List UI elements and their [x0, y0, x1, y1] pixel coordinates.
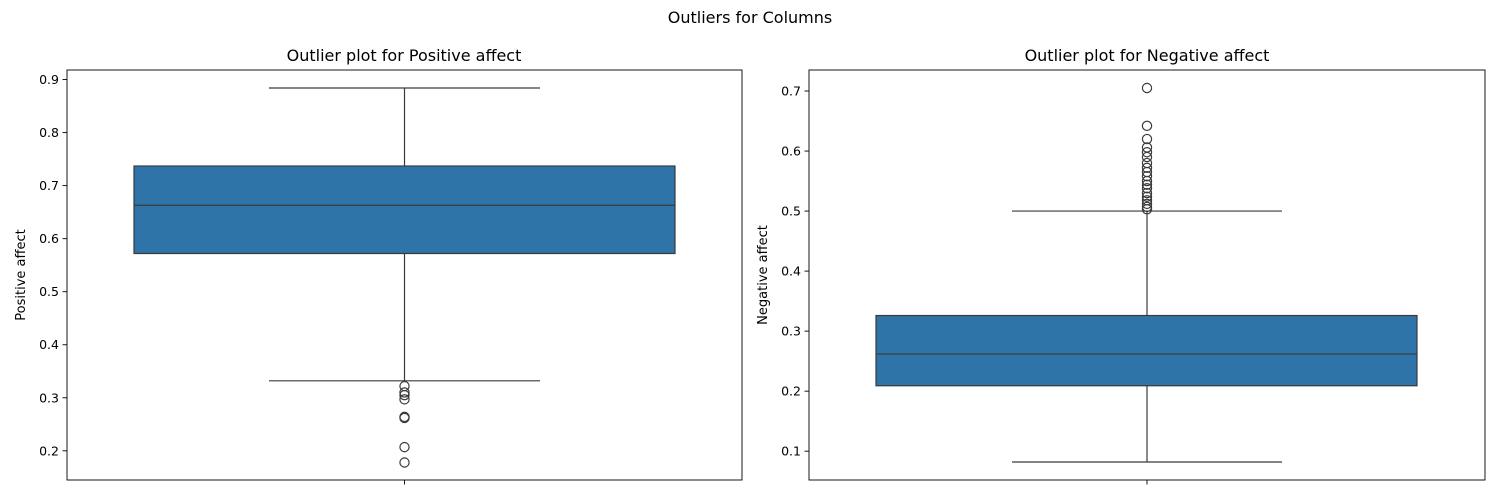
- negative-affect-y-tick-label: 0.4: [781, 264, 801, 279]
- positive-affect-outlier-point: [399, 394, 410, 405]
- negative-affect-outlier-point: [1141, 82, 1153, 94]
- positive-affect-y-axis-label: Positive affect: [14, 229, 29, 320]
- negative-affect-outlier-point: [1141, 147, 1153, 158]
- negative-affect-outlier-point: [1141, 179, 1153, 190]
- negative-affect-y-axis-label: Negative affect: [756, 225, 771, 325]
- negative-affect-y-tick-label: 0.2: [781, 384, 801, 399]
- negative-affect-y-tick-label: 0.6: [781, 144, 801, 159]
- positive-affect-outlier-point: [399, 457, 410, 468]
- positive-affect-y-tick-label: 0.3: [39, 390, 59, 405]
- positive-affect-y-tick-label: 0.9: [39, 72, 59, 87]
- positive-affect-y-tick-label: 0.6: [39, 231, 59, 246]
- negative-affect-outlier-point: [1141, 133, 1153, 145]
- negative-affect-y-tick-label: 0.3: [781, 324, 801, 339]
- negative-affect-outlier-point: [1141, 171, 1153, 182]
- positive-affect-box: [133, 165, 676, 255]
- positive-affect-plot-frame: [66, 69, 743, 481]
- negative-affect-outlier-point: [1141, 120, 1153, 132]
- negative-affect-y-tick-label: 0.5: [781, 204, 801, 219]
- negative-affect-outlier-point: [1141, 198, 1153, 210]
- positive-affect-outlier-point: [399, 441, 410, 453]
- negative-affect-box: [875, 314, 1418, 387]
- negative-affect-panel: Outlier plot for Negative affect Negativ…: [756, 46, 1486, 485]
- positive-affect-panel: Outlier plot for Positive affect Positiv…: [14, 46, 743, 485]
- positive-affect-y-tick-label: 0.8: [39, 125, 59, 140]
- positive-affect-y-tick-label: 0.2: [39, 443, 59, 458]
- negative-affect-outlier-point: [1141, 191, 1153, 202]
- negative-affect-y-tick-label: 0.7: [781, 84, 801, 99]
- positive-affect-title: Outlier plot for Positive affect: [287, 46, 522, 65]
- positive-affect-y-tick-label: 0.5: [39, 284, 59, 299]
- positive-affect-y-tick-label: 0.4: [39, 337, 59, 352]
- positive-affect-outlier-point: [399, 387, 410, 398]
- negative-affect-title: Outlier plot for Negative affect: [1025, 46, 1270, 65]
- negative-affect-outlier-point: [1141, 151, 1153, 163]
- negative-affect-outlier-point: [1141, 183, 1153, 194]
- negative-affect-outlier-point: [1141, 162, 1153, 174]
- negative-affect-y-tick-label: 0.1: [781, 444, 801, 459]
- positive-affect-outlier-point: [399, 389, 410, 401]
- negative-affect-plot-frame: [808, 69, 1486, 481]
- negative-affect-outlier-point: [1141, 187, 1153, 199]
- negative-affect-outlier-point: [1141, 204, 1153, 215]
- positive-affect-outlier-point: [399, 412, 410, 424]
- negative-affect-outlier-point: [1141, 175, 1153, 187]
- positive-affect-y-tick-label: 0.7: [39, 178, 59, 193]
- figure-suptitle: Outliers for Columns: [668, 8, 832, 27]
